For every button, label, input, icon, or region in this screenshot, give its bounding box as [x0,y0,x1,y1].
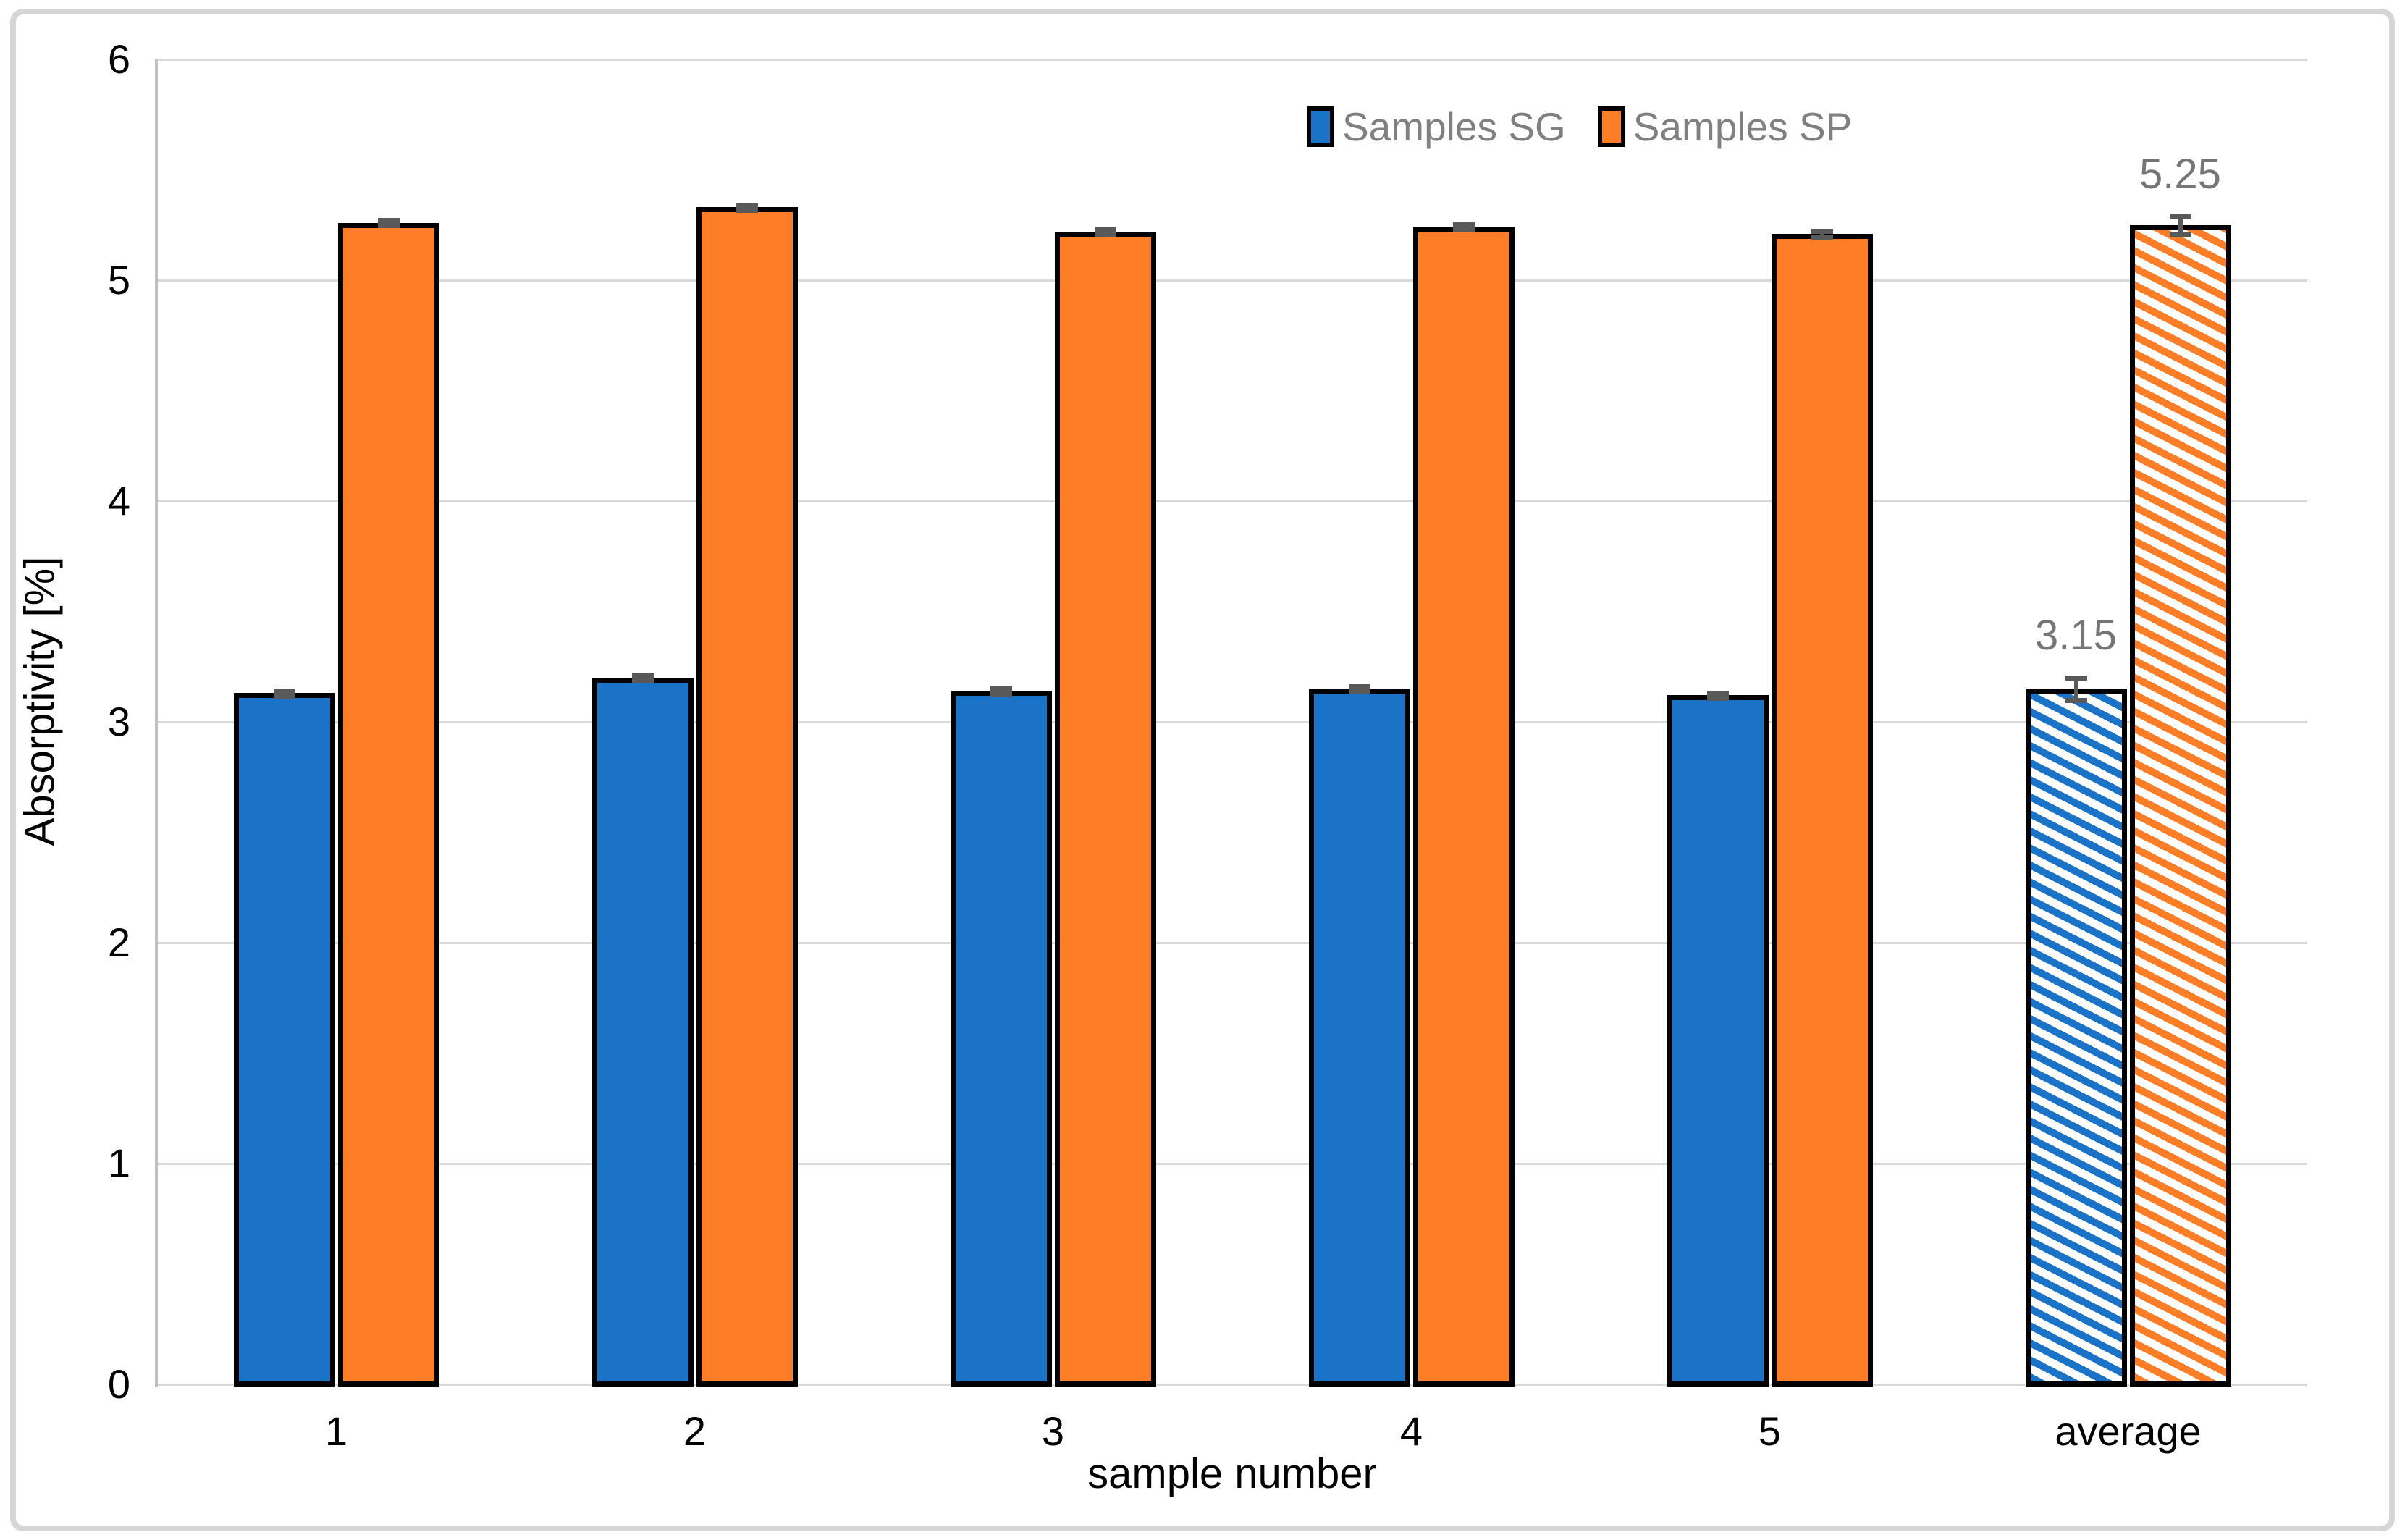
error-bar-cap-bottom [631,678,654,683]
x-axis-title: sample number [1087,1450,1377,1497]
error-bar-cap-top [736,202,758,208]
y-tick-label: 6 [107,36,130,82]
error-bar-cap-bottom [2169,231,2191,237]
error-bar-cap-bottom [1706,696,1729,702]
bar-samples-sp-1 [337,223,439,1387]
y-tick-label: 4 [107,478,130,523]
category-label: 3 [1041,1408,1065,1454]
y-axis-line [155,59,158,1387]
error-bar-cap-top [1094,227,1116,232]
category-label: average [2055,1408,2202,1454]
legend-swatch-samples-sg [1307,106,1334,147]
error-bar-cap-bottom [1452,227,1475,233]
bar-samples-sp-3 [1054,232,1156,1387]
bar-samples-sg-1 [233,693,335,1387]
category-label: 2 [683,1408,707,1454]
y-tick-label: 5 [107,257,130,303]
data-label: 3.15 [2035,612,2117,659]
gridline [157,942,2307,944]
error-bar-cap-top [1706,690,1729,696]
error-bar-cap-bottom [1811,234,1833,240]
legend-swatch-samples-sp [1597,106,1625,147]
error-bar-cap-top [2065,676,2087,681]
category-label: 5 [1758,1408,1782,1454]
error-bar-cap-top [1452,222,1475,228]
error-bar-cap-top [273,688,295,694]
error-bar-cap-bottom [273,694,295,699]
error-bar-whisker [2073,678,2078,700]
gridline [157,1163,2307,1165]
error-bar-cap-top [2169,214,2191,219]
bar-samples-sg-average [2025,689,2127,1387]
legend-label: Samples SP [1633,104,1853,149]
y-tick-label: 3 [107,699,130,744]
gridline [157,59,2307,61]
legend-label: Samples SG [1342,104,1566,149]
error-bar-cap-top [631,673,654,678]
error-bar-cap-top [1811,229,1833,235]
bar-samples-sp-average [2129,225,2231,1387]
bar-samples-sp-2 [696,207,798,1387]
legend-item-samples-sg: Samples SG [1307,104,1566,150]
category-label: 1 [324,1408,348,1454]
category-label: 4 [1399,1408,1423,1454]
bar-samples-sp-5 [1771,234,1873,1387]
gridline [157,279,2307,282]
error-bar-cap-top [377,218,400,224]
error-bar-cap-bottom [990,691,1012,697]
error-bar-cap-bottom [1348,689,1370,694]
bar-samples-sg-2 [591,678,694,1387]
bar-samples-sg-5 [1667,695,1769,1387]
error-bar-cap-bottom [2065,697,2087,703]
legend-item-samples-sp: Samples SP [1597,104,1853,150]
error-bar-cap-bottom [736,208,758,213]
y-tick-label: 0 [107,1361,130,1407]
gridline [157,721,2307,723]
error-bar-cap-top [990,686,1012,691]
error-bar-cap-bottom [1094,232,1116,237]
legend: Samples SG Samples SP [1307,104,1852,150]
bar-samples-sg-4 [1308,689,1410,1387]
bar-samples-sp-4 [1412,227,1515,1387]
gridline [157,500,2307,502]
bar-samples-sg-3 [950,691,1052,1387]
error-bar-cap-bottom [377,223,400,229]
error-bar-whisker [2178,216,2183,234]
x-axis-line [157,1384,2307,1386]
y-tick-label: 2 [107,920,130,965]
data-label: 5.25 [2139,150,2221,198]
error-bar-cap-top [1348,683,1370,689]
y-tick-label: 1 [107,1140,130,1186]
